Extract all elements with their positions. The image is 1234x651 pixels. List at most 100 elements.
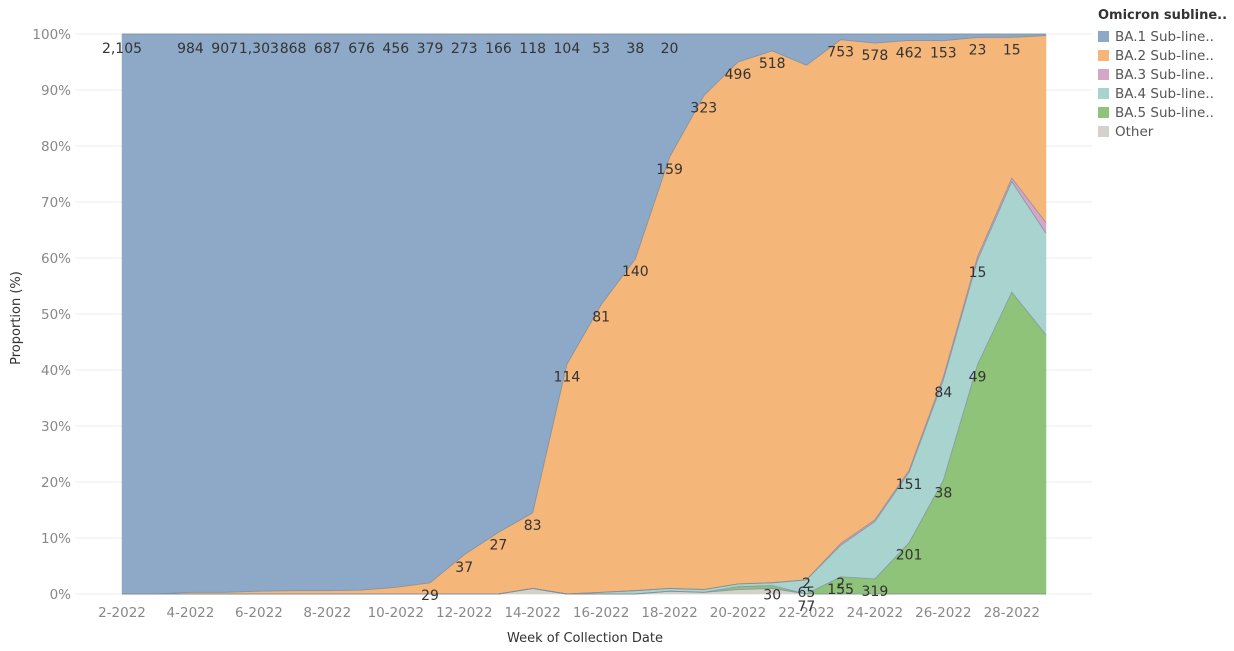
x-tick-label: 14-2022: [504, 605, 560, 621]
y-tick-label: 20%: [41, 475, 71, 491]
data-label: 984: [177, 41, 204, 57]
legend-item-other[interactable]: Other: [1098, 122, 1232, 141]
x-axis: 2-2022 4-2022 6-2022 8-2022 10-2022 12-2022 14…: [98, 605, 1040, 621]
y-tick-label: 70%: [41, 195, 71, 211]
data-label: 753: [827, 45, 854, 61]
x-tick-label: 24-2022: [847, 605, 903, 621]
x-tick-label: 18-2022: [641, 605, 697, 621]
data-label: 578: [862, 48, 889, 64]
x-tick-label: 26-2022: [915, 605, 971, 621]
x-tick-label: 4-2022: [167, 605, 215, 621]
x-axis-title: Week of Collection Date: [507, 631, 663, 646]
data-label: 153: [930, 46, 957, 62]
x-tick-label: 2-2022: [98, 605, 146, 621]
data-label: 38: [626, 41, 644, 57]
data-label: 201: [896, 548, 923, 564]
y-tick-label: 100%: [32, 27, 71, 43]
legend-item-ba-3-sub-line[interactable]: BA.3 Sub-line..: [1098, 65, 1232, 84]
legend-item-ba-1-sub-line[interactable]: BA.1 Sub-line..: [1098, 27, 1232, 46]
data-label: 49: [969, 370, 987, 386]
legend-item-ba-5-sub-line[interactable]: BA.5 Sub-line..: [1098, 103, 1232, 122]
legend-label: BA.3 Sub-line..: [1115, 66, 1214, 83]
data-label: 462: [896, 45, 923, 61]
legend-swatch: [1098, 126, 1109, 137]
data-label: 2: [802, 576, 811, 592]
x-tick-label: 12-2022: [436, 605, 492, 621]
data-label: 1,303: [239, 41, 279, 57]
series-line-ba-3-sub-line: [122, 177, 1047, 595]
legend-title: Omicron subline..: [1098, 8, 1228, 23]
data-label: 65: [798, 585, 816, 601]
data-label: 379: [417, 41, 444, 57]
x-tick-label: 10-2022: [368, 605, 424, 621]
x-tick-label: 20-2022: [710, 605, 766, 621]
y-axis-title: Proportion (%): [9, 271, 24, 365]
data-label: 15: [969, 265, 987, 281]
legend-item-ba-2-sub-line[interactable]: BA.2 Sub-line..: [1098, 46, 1232, 65]
data-label: 676: [348, 41, 375, 57]
y-tick-label: 0%: [50, 587, 72, 603]
data-label: 29: [421, 588, 439, 604]
data-label: 84: [934, 385, 952, 401]
legend[interactable]: Omicron subline.. BA.1 Sub-line.. BA.2 Su…: [1098, 8, 1232, 141]
data-label: 2,105: [102, 41, 142, 57]
data-label: 159: [656, 162, 683, 178]
legend-label: BA.4 Sub-line..: [1115, 85, 1214, 102]
data-label: 81: [592, 310, 610, 326]
data-label: 140: [622, 264, 649, 280]
legend-swatch: [1098, 107, 1109, 118]
legend-label: Other: [1115, 123, 1154, 140]
y-tick-label: 90%: [41, 83, 71, 99]
data-label: 155: [827, 582, 854, 598]
legend-swatch: [1098, 50, 1109, 61]
data-label: 151: [896, 477, 923, 493]
data-label: 323: [690, 101, 717, 117]
y-tick-label: 60%: [41, 251, 71, 267]
data-label: 38: [934, 485, 952, 501]
y-axis: 0% 10% 20% 30% 40% 50% 60% 70% 80% 90% 100%: [32, 27, 71, 603]
y-tick-label: 30%: [41, 419, 71, 435]
data-label: 20: [661, 41, 679, 57]
data-label: 166: [485, 41, 512, 57]
data-label: 2: [836, 576, 845, 592]
data-label: 319: [862, 584, 889, 600]
y-tick-label: 80%: [41, 139, 71, 155]
data-label: 83: [524, 518, 542, 534]
data-label: 687: [314, 41, 341, 57]
series-line-ba-2-sub-line: [122, 35, 1047, 595]
data-label: 77: [798, 599, 816, 615]
data-label: 273: [451, 41, 478, 57]
data-label: 456: [382, 41, 409, 57]
data-labels: 2,105 984 907 1,303 868 687 676 456 379 273 166 118…: [102, 41, 1021, 615]
data-label: 53: [592, 41, 610, 57]
data-label: 15: [1003, 42, 1021, 58]
legend-item-ba-4-sub-line[interactable]: BA.4 Sub-line..: [1098, 84, 1232, 103]
data-label: 518: [759, 56, 786, 72]
legend-swatch: [1098, 31, 1109, 42]
data-label: 27: [490, 537, 508, 553]
data-label: 118: [519, 41, 546, 57]
data-label: 114: [554, 369, 581, 385]
x-tick-label: 8-2022: [303, 605, 351, 621]
legend-swatch: [1098, 69, 1109, 80]
data-label: 496: [725, 67, 752, 83]
data-label: 30: [763, 588, 781, 604]
stacked-areas: [121, 33, 1047, 595]
x-tick-label: 16-2022: [573, 605, 629, 621]
legend-label: BA.1 Sub-line..: [1115, 28, 1214, 45]
y-tick-label: 50%: [41, 307, 71, 323]
legend-label: BA.2 Sub-line..: [1115, 47, 1214, 64]
x-tick-label: 22-2022: [778, 605, 834, 621]
legend-items: BA.1 Sub-line.. BA.2 Sub-line.. BA.3 Sub-l…: [1098, 27, 1232, 141]
data-label: 104: [554, 41, 581, 57]
data-label: 868: [280, 41, 307, 57]
legend-swatch: [1098, 88, 1109, 99]
data-label: 37: [455, 560, 473, 576]
y-tick-label: 40%: [41, 363, 71, 379]
data-label: 907: [211, 41, 238, 57]
x-tick-label: 28-2022: [984, 605, 1040, 621]
legend-label: BA.5 Sub-line..: [1115, 104, 1214, 121]
x-tick-label: 6-2022: [235, 605, 283, 621]
data-label: 23: [969, 42, 987, 58]
